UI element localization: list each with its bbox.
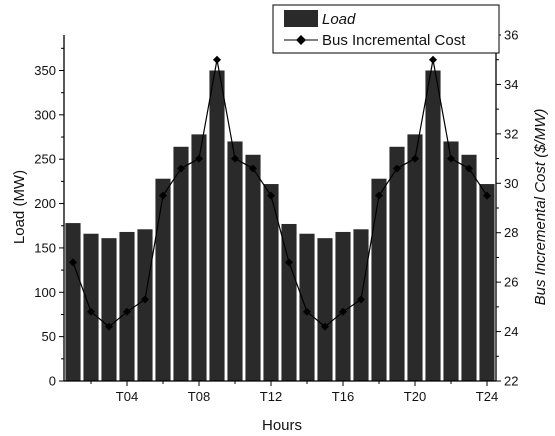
y-right-tick-label-26: 26 xyxy=(504,275,518,290)
cost-marker-t07 xyxy=(177,164,185,173)
y-right-tick-label-36: 36 xyxy=(504,28,518,43)
cost-marker-t06 xyxy=(159,191,167,200)
cost-line-layer xyxy=(69,55,491,331)
y-left-tick-label-50: 50 xyxy=(42,329,56,344)
load-bar-t09 xyxy=(209,70,225,382)
y-left-tick-label-250: 250 xyxy=(34,152,56,167)
legend-label-cost: Bus Incremental Cost xyxy=(322,32,466,49)
y-left-tick-label-300: 300 xyxy=(34,107,56,122)
load-bar-t16 xyxy=(335,231,351,381)
x-tick-label-t16: T16 xyxy=(332,389,354,404)
load-bar-t15 xyxy=(317,238,333,381)
cost-marker-t01 xyxy=(69,258,77,267)
load-bar-t20 xyxy=(407,134,423,381)
load-bar-t10 xyxy=(227,141,243,381)
cost-marker-t03 xyxy=(105,322,113,331)
x-tick-label-t08: T08 xyxy=(188,389,210,404)
y-left-tick-label-150: 150 xyxy=(34,240,56,255)
load-bar-t11 xyxy=(245,154,261,381)
cost-marker-t05 xyxy=(141,295,149,304)
y-left-tick-label-100: 100 xyxy=(34,285,56,300)
load-bar-t23 xyxy=(461,154,477,381)
y-axis-left-title: Load (MW) xyxy=(11,170,28,244)
legend-label-load: Load xyxy=(322,11,356,28)
cost-marker-t12 xyxy=(267,191,275,200)
y-right-tick-label-34: 34 xyxy=(504,77,518,92)
cost-marker-t20 xyxy=(411,154,419,163)
x-tick-label-t12: T12 xyxy=(260,389,282,404)
y-right-tick-label-22: 22 xyxy=(504,374,518,389)
cost-marker-t13 xyxy=(285,258,293,267)
y-right-tick-label-28: 28 xyxy=(504,225,518,240)
cost-marker-t08 xyxy=(195,154,203,163)
load-bar-t01 xyxy=(65,223,81,381)
cost-marker-t23 xyxy=(465,164,473,173)
cost-marker-t14 xyxy=(303,307,311,316)
y-right-tick-label-24: 24 xyxy=(504,324,518,339)
cost-line xyxy=(72,59,488,328)
load-bar-t19 xyxy=(389,146,405,381)
cost-marker-t22 xyxy=(447,154,455,163)
load-bar-t14 xyxy=(299,233,315,381)
y-axis-right-title: Bus Incremental Cost ($/MW) xyxy=(532,109,549,306)
load-bar-t12 xyxy=(263,184,279,381)
cost-marker-t02 xyxy=(87,307,95,316)
load-bar-t13 xyxy=(281,223,297,381)
load-bar-t08 xyxy=(191,134,207,381)
legend-swatch-load xyxy=(284,10,318,27)
y-right-tick-label-32: 32 xyxy=(504,126,518,141)
cost-marker-t04 xyxy=(123,307,131,316)
axes: 0 50 100 150 200 250 300 350 22 24 26 28 30 32 34 36 T04… xyxy=(34,28,518,405)
x-tick-label-t24: T24 xyxy=(476,389,498,404)
cost-marker-t15 xyxy=(321,322,329,331)
y-left-tick-label-350: 350 xyxy=(34,63,56,78)
legend: Load Bus Incremental Cost xyxy=(272,4,500,54)
x-tick-label-t04: T04 xyxy=(116,389,138,404)
y-left-tick-label-200: 200 xyxy=(34,196,56,211)
load-bar-t17 xyxy=(353,229,369,381)
y-left-tick-label-0: 0 xyxy=(49,374,56,389)
load-bar-t18 xyxy=(371,178,387,381)
load-bar-t05 xyxy=(137,229,153,381)
cost-marker-t16 xyxy=(339,307,347,316)
load-bar-t03 xyxy=(101,238,117,381)
x-axis-title: Hours xyxy=(262,417,302,434)
cost-marker-t21 xyxy=(429,55,437,64)
cost-marker-t09 xyxy=(213,55,221,64)
load-bar-t24 xyxy=(479,184,495,381)
cost-marker-t17 xyxy=(357,295,365,304)
cost-marker-t24 xyxy=(483,191,491,200)
load-bar-t22 xyxy=(443,141,459,381)
cost-marker-t11 xyxy=(249,164,257,173)
load-bar-t04 xyxy=(119,231,135,381)
load-bar-t02 xyxy=(83,233,99,381)
cost-marker-t19 xyxy=(393,164,401,173)
cost-marker-t10 xyxy=(231,154,239,163)
load-bar-t07 xyxy=(173,146,189,381)
x-tick-label-t20: T20 xyxy=(404,389,426,404)
load-bars xyxy=(65,70,495,382)
load-bar-t21 xyxy=(425,70,441,382)
load-bar-t06 xyxy=(155,178,171,381)
cost-marker-t18 xyxy=(375,191,383,200)
legend-marker-cost xyxy=(296,35,306,45)
y-right-tick-label-30: 30 xyxy=(504,176,518,191)
